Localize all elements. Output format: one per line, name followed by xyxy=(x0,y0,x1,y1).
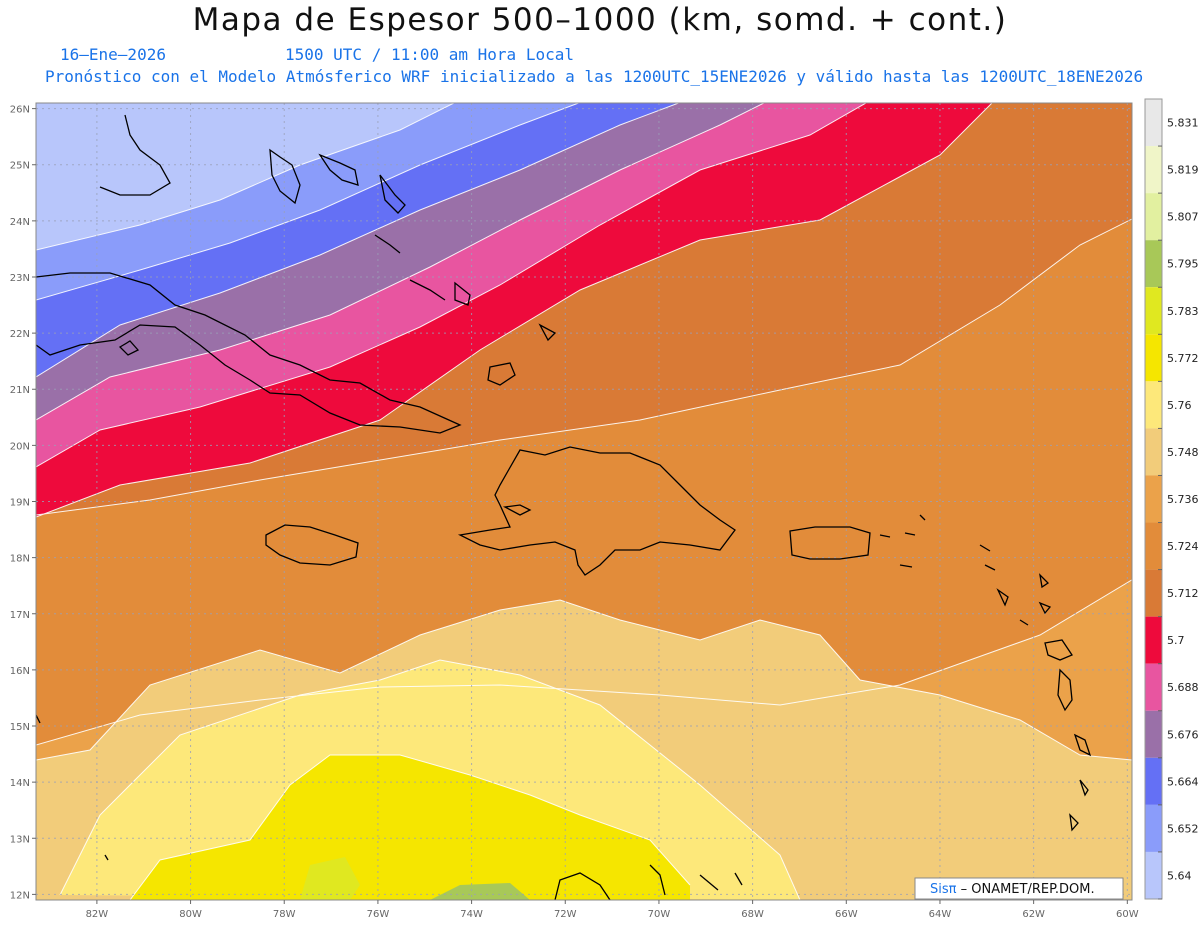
legend-swatch xyxy=(1145,193,1162,241)
legend-label: 5.64 xyxy=(1167,869,1192,882)
legend-label: 5.819 xyxy=(1167,164,1199,177)
lon-label: 82W xyxy=(86,909,109,920)
credit-box: Sisπ – ONAMET/REP.DOM. xyxy=(914,877,1124,900)
legend-label: 5.724 xyxy=(1167,540,1199,553)
lon-label: 76W xyxy=(367,909,390,920)
thickness-fill xyxy=(36,103,1132,900)
legend-label: 5.712 xyxy=(1167,587,1199,600)
legend-swatch xyxy=(1145,99,1162,147)
legend-label: 5.7 xyxy=(1167,634,1185,647)
lat-label: 24N xyxy=(10,217,30,228)
legend-label: 5.795 xyxy=(1167,258,1199,271)
svg-text:Sisπ – ONAMET/REP.DOM.: Sisπ – ONAMET/REP.DOM. xyxy=(930,882,1095,897)
legend-label: 5.748 xyxy=(1167,446,1199,459)
legend-swatch xyxy=(1145,428,1162,476)
legend-swatch xyxy=(1145,851,1162,899)
lat-label: 22N xyxy=(10,329,30,340)
legend-swatch xyxy=(1145,663,1162,711)
lon-label: 64W xyxy=(929,909,952,920)
legend-label: 5.652 xyxy=(1167,822,1199,835)
map-title: Mapa de Espesor 500–1000 (km, somd. + co… xyxy=(192,2,1008,38)
thickness-map: 26N 25N 24N 23N 22N 21N 20N 19N 18N 17N 16N 15N 14N 1… xyxy=(0,95,1200,927)
lon-label: 62W xyxy=(1022,909,1045,920)
latitude-axis: 26N 25N 24N 23N 22N 21N 20N 19N 18N 17N 16N 15N 14N 1… xyxy=(10,105,36,901)
legend-label: 5.76 xyxy=(1167,399,1192,412)
legend-label: 5.664 xyxy=(1167,775,1199,788)
legend-swatch xyxy=(1145,475,1162,523)
credit-text: – ONAMET/REP.DOM. xyxy=(956,882,1094,897)
forecast-time: 1500 UTC / 11:00 am Hora Local xyxy=(285,45,574,64)
lat-label: 26N xyxy=(10,105,30,116)
legend-label: 5.831 xyxy=(1167,117,1199,130)
lon-label: 60W xyxy=(1116,909,1139,920)
lon-label: 72W xyxy=(554,909,577,920)
legend-swatch xyxy=(1145,334,1162,382)
legend-label: 5.772 xyxy=(1167,352,1199,365)
lon-label: 68W xyxy=(741,909,764,920)
lon-label: 70W xyxy=(648,909,671,920)
legend-swatch xyxy=(1145,710,1162,758)
lat-label: 13N xyxy=(10,834,30,845)
legend-swatch xyxy=(1145,522,1162,570)
legend-label: 5.676 xyxy=(1167,728,1199,741)
lon-label: 74W xyxy=(460,909,483,920)
legend-label: 5.688 xyxy=(1167,681,1199,694)
legend-label: 5.807 xyxy=(1167,211,1199,224)
lat-label: 16N xyxy=(10,666,30,677)
legend-swatch xyxy=(1145,569,1162,617)
lat-label: 14N xyxy=(10,778,30,789)
lat-label: 12N xyxy=(10,890,30,901)
lat-label: 23N xyxy=(10,273,30,284)
model-description: Pronóstico con el Modelo Atmósferico WRF… xyxy=(45,67,1144,86)
legend-swatch xyxy=(1145,240,1162,288)
lat-label: 15N xyxy=(10,722,30,733)
lat-label: 25N xyxy=(10,161,30,172)
coastlines xyxy=(36,114,1092,900)
credit-brand: Sisπ xyxy=(930,882,957,897)
legend-swatch xyxy=(1145,616,1162,664)
legend-label: 5.783 xyxy=(1167,305,1199,318)
legend-swatch xyxy=(1145,381,1162,429)
forecast-date: 16–Ene–2026 xyxy=(60,45,166,64)
longitude-axis: 82W 80W 78W 76W 74W 72W 70W 68W 66W 64W 62W 60W xyxy=(86,900,1139,920)
lat-label: 20N xyxy=(10,441,30,452)
lon-label: 66W xyxy=(835,909,858,920)
legend-swatch xyxy=(1145,146,1162,194)
color-legend: 5.831 5.819 5.807 5.795 5.783 5.772 5.76 5.748 5… xyxy=(1144,98,1199,900)
lat-label: 18N xyxy=(10,554,30,565)
lat-label: 17N xyxy=(10,610,30,621)
legend-label: 5.736 xyxy=(1167,493,1199,506)
legend-swatch xyxy=(1145,287,1162,335)
legend-swatch xyxy=(1145,804,1162,852)
lat-label: 19N xyxy=(10,498,30,509)
map-canvas: 26N 25N 24N 23N 22N 21N 20N 19N 18N 17N 16N 15N 14N 1… xyxy=(10,98,1199,920)
lon-label: 78W xyxy=(273,909,296,920)
lon-label: 80W xyxy=(179,909,202,920)
legend-frame xyxy=(1144,98,1163,900)
lat-label: 21N xyxy=(10,385,30,396)
legend-swatch xyxy=(1145,757,1162,805)
